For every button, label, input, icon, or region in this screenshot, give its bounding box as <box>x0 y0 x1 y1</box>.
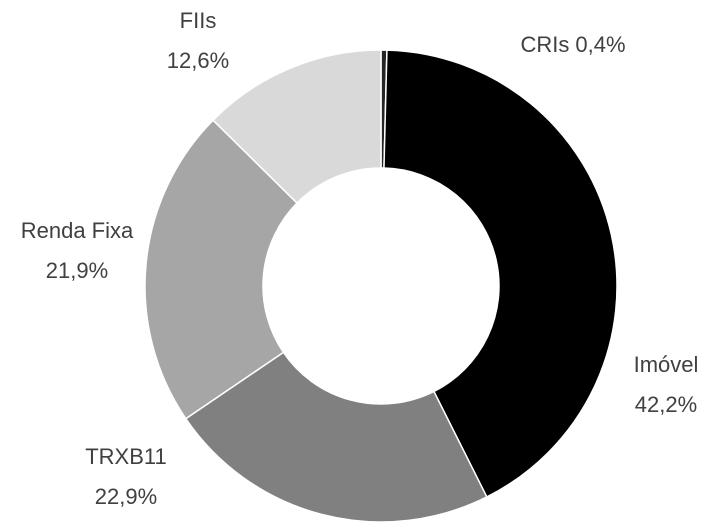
value-label: 42,2% <box>635 392 697 417</box>
donut-slice <box>212 49 382 205</box>
value-label: 22,9% <box>95 484 157 509</box>
slice-label: Renda Fixa 21,9% <box>21 218 134 283</box>
category-name: FIIs <box>180 8 217 33</box>
slice-label: CRIs 0,4% <box>520 32 625 57</box>
donut-slice <box>184 351 488 523</box>
slice-label: FIIs 12,6% <box>167 8 229 73</box>
donut-slice <box>144 119 299 420</box>
category-name: Imóvel <box>634 352 699 377</box>
donut-slice <box>383 49 618 498</box>
slice-label: TRXB11 22,9% <box>85 444 167 509</box>
value-label: 21,9% <box>46 258 108 283</box>
value-label: 12,6% <box>167 48 229 73</box>
category-name: CRIs <box>520 32 569 57</box>
slice-label: Imóvel 42,2% <box>634 352 699 417</box>
category-name: Renda Fixa <box>21 218 134 243</box>
category-name: TRXB11 <box>85 444 167 469</box>
value-label: 0,4% <box>575 32 625 57</box>
